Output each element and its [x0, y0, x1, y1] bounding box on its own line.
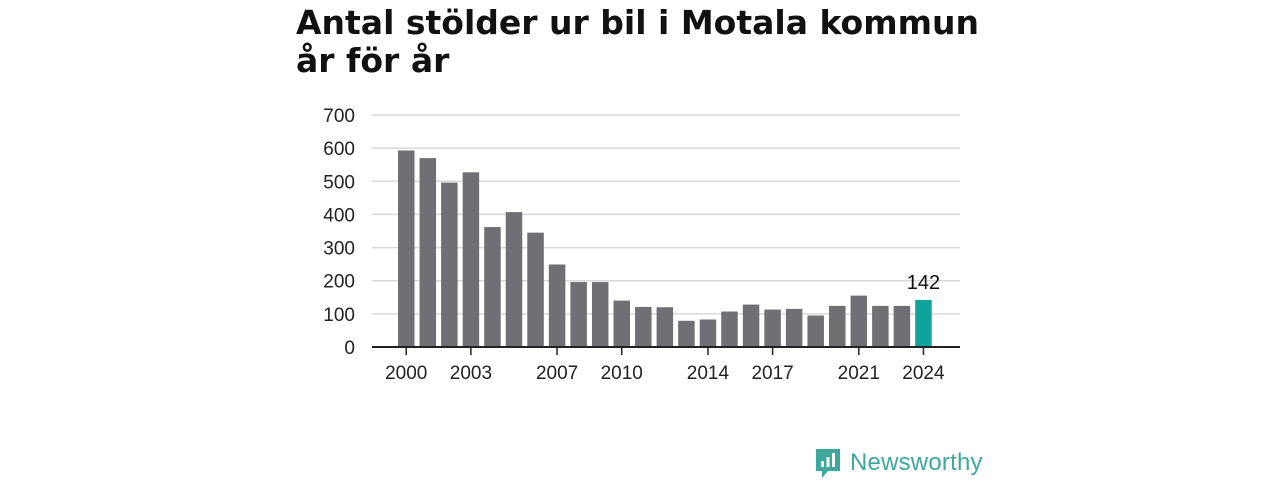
y-tick-label: 400	[323, 205, 355, 226]
gridlines	[372, 114, 960, 315]
bar	[419, 158, 437, 347]
y-tick-label: 500	[323, 172, 355, 193]
data-label: 142	[907, 272, 940, 294]
bar	[462, 172, 480, 347]
bars	[398, 150, 932, 347]
y-axis-ticks: 0 100 200 300 400 500 600 700	[323, 106, 355, 359]
bar	[829, 305, 846, 347]
bar	[398, 150, 415, 347]
x-axis-ticks: 2000 2003 2007 2010 2014 2017 2021 2024	[385, 347, 945, 384]
bar	[807, 315, 824, 347]
bar	[505, 212, 523, 347]
bar	[699, 319, 717, 347]
bar	[678, 320, 695, 347]
x-tick-label: 2024	[902, 363, 945, 384]
bar-highlight	[915, 299, 932, 347]
x-tick-label: 2021	[838, 363, 880, 384]
y-tick-label: 100	[323, 305, 355, 326]
x-tick-label: 2014	[687, 363, 730, 384]
x-tick-label: 2010	[601, 363, 643, 384]
y-tick-label: 600	[323, 139, 355, 160]
newsworthy-logo: Newsworthy	[814, 446, 983, 480]
newsworthy-logo-text: Newsworthy	[850, 449, 983, 476]
y-tick-label: 300	[323, 239, 355, 260]
x-tick-label: 2017	[751, 363, 793, 384]
bar	[591, 282, 609, 347]
bar	[635, 306, 652, 347]
bar	[613, 300, 630, 347]
bar	[656, 307, 674, 347]
bar	[570, 282, 587, 347]
bar	[441, 182, 458, 347]
data-labels: 142	[907, 272, 940, 294]
bar	[785, 308, 803, 347]
bar	[548, 264, 566, 347]
bar	[721, 311, 738, 347]
y-tick-label: 0	[344, 338, 355, 359]
y-tick-label: 700	[323, 106, 355, 127]
newsworthy-logo-icon	[816, 449, 840, 478]
chart-title: Antal stölder ur bil i Motala kommun år …	[296, 3, 979, 80]
x-tick-label: 2007	[536, 363, 578, 384]
bar	[893, 305, 911, 347]
bar	[850, 295, 868, 347]
x-tick-label: 2000	[385, 363, 427, 384]
bar	[764, 309, 781, 347]
bar	[527, 232, 544, 347]
x-tick-label: 2003	[450, 363, 492, 384]
bar	[872, 305, 889, 347]
bar	[484, 227, 501, 347]
bar	[742, 304, 760, 347]
y-tick-label: 200	[323, 272, 355, 293]
